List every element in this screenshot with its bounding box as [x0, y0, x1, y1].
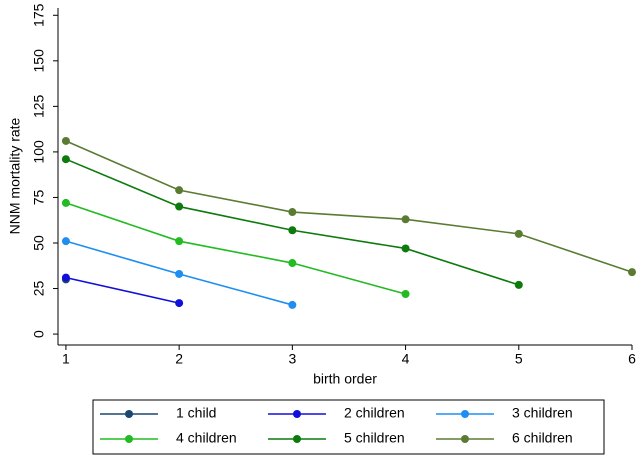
x-axis-title: birth order [313, 371, 377, 387]
series-point [288, 208, 297, 217]
series-line [65, 202, 406, 295]
legend-label: 4 children [176, 430, 237, 446]
series-line [65, 276, 180, 304]
series-point [175, 237, 184, 246]
legend-marker [293, 410, 301, 418]
legend-label: 2 children [344, 405, 405, 421]
x-tick-label: 6 [628, 351, 636, 367]
legend-label: 6 children [512, 430, 573, 446]
series-point [61, 155, 70, 164]
series-point [175, 186, 184, 195]
legend-marker [461, 410, 469, 418]
legend-box [92, 399, 605, 455]
series-point [401, 289, 410, 298]
x-tick-label: 3 [288, 351, 296, 367]
series-point [175, 202, 184, 211]
series-point [514, 229, 523, 238]
y-tick-label: 0 [31, 330, 47, 338]
series-point [61, 198, 70, 207]
series-point [175, 269, 184, 278]
series-point [401, 244, 410, 253]
y-tick-label: 150 [31, 49, 47, 73]
legend-marker [125, 410, 133, 418]
y-tick-label: 50 [31, 235, 47, 251]
series-line [65, 140, 633, 273]
legend-marker [461, 435, 469, 443]
series-point [288, 226, 297, 235]
y-axis-title: NNM mortality rate [7, 117, 23, 234]
series-point [61, 237, 70, 246]
x-tick-label: 5 [515, 351, 523, 367]
legend-label: 5 children [344, 430, 405, 446]
series-point [61, 273, 70, 282]
legend-label: 3 children [512, 405, 573, 421]
legend-label: 1 child [176, 405, 216, 421]
x-tick-label: 1 [62, 351, 70, 367]
x-tick-label: 4 [402, 351, 410, 367]
series-point [401, 215, 410, 224]
series-point [61, 136, 70, 145]
y-tick-label: 100 [31, 140, 47, 164]
series-point [628, 268, 636, 277]
series-point [175, 299, 184, 308]
series-point [288, 300, 297, 309]
y-tick-label: 25 [31, 281, 47, 297]
y-tick-label: 125 [31, 94, 47, 118]
y-tick-label: 75 [31, 189, 47, 205]
series-point [514, 280, 523, 289]
legend-marker [293, 435, 301, 443]
legend-marker [125, 435, 133, 443]
x-tick-label: 2 [175, 351, 183, 367]
y-tick-label: 175 [31, 3, 47, 27]
series-point [288, 259, 297, 268]
